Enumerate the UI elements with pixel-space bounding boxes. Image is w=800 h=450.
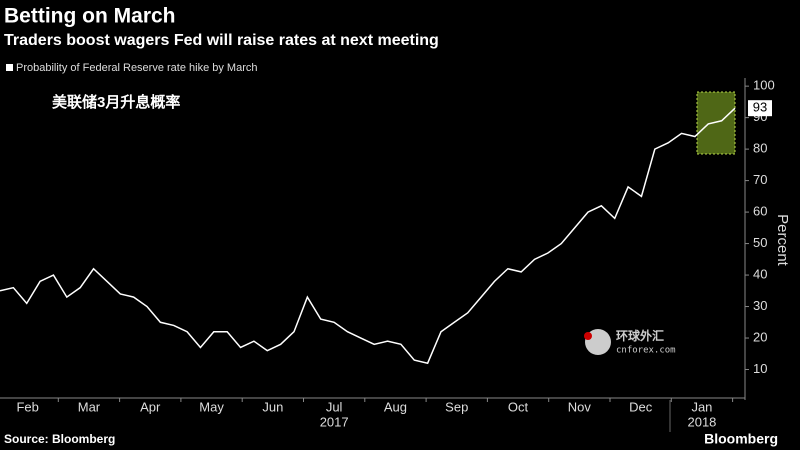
y-tick-label: 80 (753, 141, 767, 156)
source: Source: Bloomberg (4, 432, 115, 446)
watermark-dot (584, 332, 592, 340)
y-tick-label: 40 (753, 266, 767, 281)
x-tick-label: Mar (78, 399, 101, 414)
x-tick-label: Sep (445, 399, 468, 414)
y-axis-label: Percent (774, 214, 791, 267)
x-tick-label: May (199, 399, 224, 414)
chart-subtitle: Traders boost wagers Fed will raise rate… (4, 32, 439, 49)
y-tick-label: 60 (753, 204, 767, 219)
watermark-text: 环球外汇 (616, 328, 664, 343)
legend-label: Probability of Federal Reserve rate hike… (16, 62, 258, 74)
x-tick-label: Jun (262, 399, 283, 414)
y-tick-label: 100 (753, 78, 775, 93)
y-tick-label: 10 (753, 361, 767, 376)
y-tick-label: 20 (753, 329, 767, 344)
x-tick-label: Nov (568, 399, 592, 414)
value-label-box (748, 100, 772, 117)
line-series (0, 107, 736, 365)
x-tick-label: Feb (16, 399, 38, 414)
year-label: 2017 (320, 414, 349, 429)
year-label: 2018 (687, 414, 716, 429)
legend-swatch (6, 64, 13, 71)
x-tick-label: Dec (629, 399, 653, 414)
y-tick-label: 70 (753, 172, 767, 187)
x-tick-label: Aug (384, 399, 407, 414)
x-tick-label: Jan (691, 399, 712, 414)
highlight-box (696, 91, 736, 155)
x-tick-label: Apr (140, 399, 161, 414)
watermark-url: cnforex.com (616, 346, 676, 356)
x-tick-label: Oct (508, 399, 529, 414)
y-tick-label: 50 (753, 235, 767, 250)
annotation: 美联储3月升息概率 (52, 93, 180, 111)
brand: Bloomberg (704, 431, 778, 447)
value-label: 93 (753, 100, 767, 115)
y-tick-label: 30 (753, 298, 767, 313)
chart-title: Betting on March (4, 5, 176, 28)
x-tick-label: Jul (326, 399, 343, 414)
